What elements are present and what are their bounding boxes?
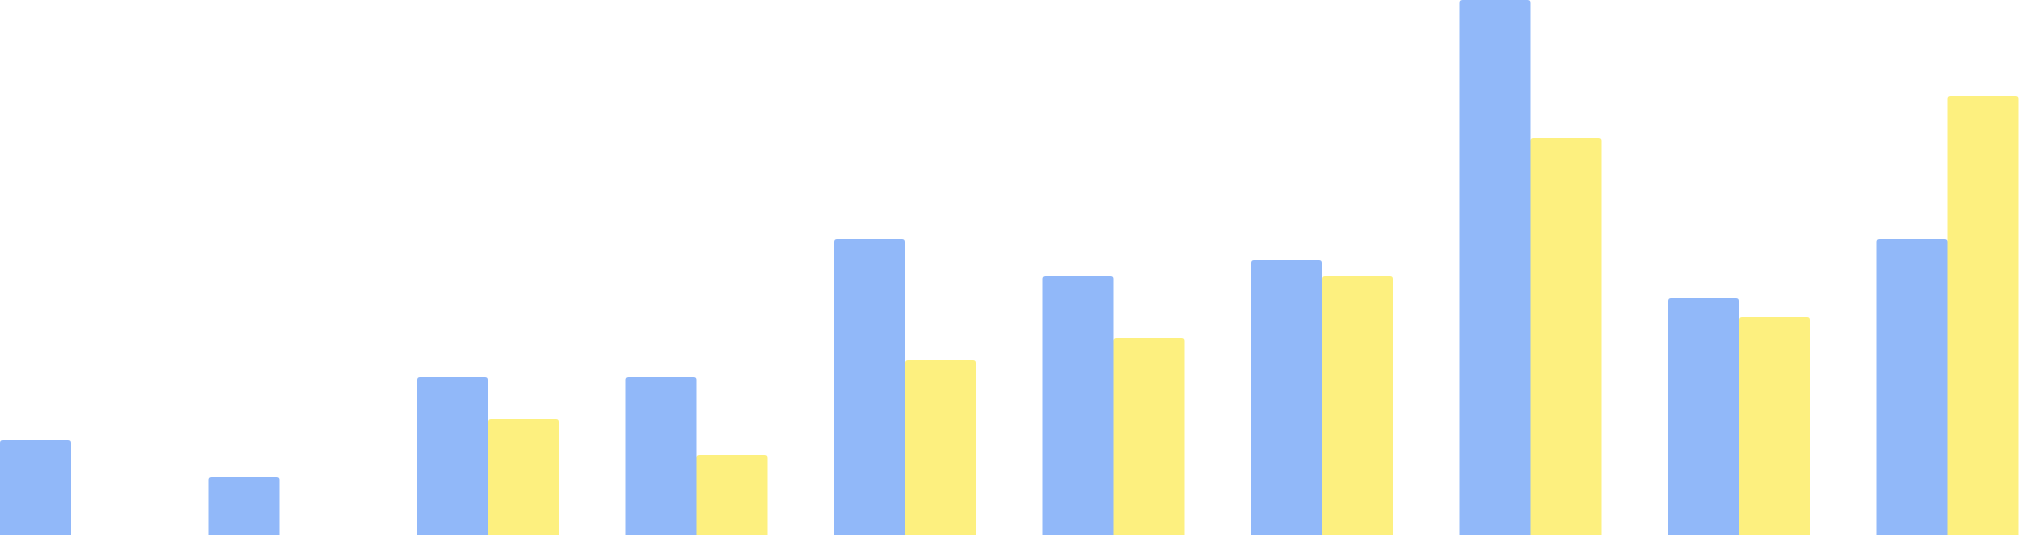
bar-series-2-item-9 [1739,317,1810,535]
bar-series-2-item-5 [905,360,976,535]
bar-series-2-item-7 [1322,276,1393,535]
bar-series-1-item-3 [417,377,488,535]
bar-series-1-item-1 [0,440,71,535]
bar-series-2-item-6 [1113,338,1185,535]
bar-series-2-item-8 [1530,138,1602,535]
bar-series-2-item-10 [1947,96,2019,535]
bar-series-1-item-6 [1042,276,1114,535]
bar-series-1-item-10 [1876,239,1948,535]
bar-series-1-item-2 [208,477,280,535]
bar-series-2-item-3 [488,419,559,535]
bar-series-1-item-7 [1251,260,1322,535]
bar-series-2-item-4 [696,455,768,535]
bar-series-1-item-4 [625,377,697,535]
bar-series-1-item-5 [834,239,905,535]
bar-series-1-item-8 [1459,0,1531,535]
bar-series-1-item-9 [1668,298,1739,535]
